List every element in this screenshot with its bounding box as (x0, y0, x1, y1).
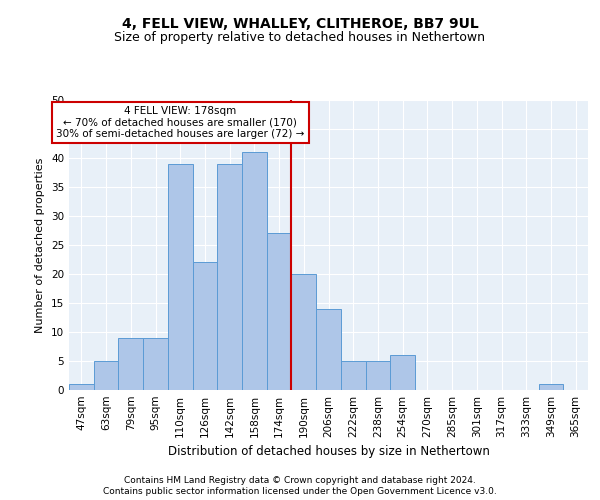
Bar (69, 384, 94, 390)
Text: Contains HM Land Registry data © Crown copyright and database right 2024.: Contains HM Land Registry data © Crown c… (124, 476, 476, 485)
Text: 4, FELL VIEW, WHALLEY, CLITHEROE, BB7 9UL: 4, FELL VIEW, WHALLEY, CLITHEROE, BB7 9U… (122, 18, 478, 32)
Bar (316, 309, 341, 390)
Text: Size of property relative to detached houses in Nethertown: Size of property relative to detached ho… (115, 31, 485, 44)
Bar (341, 361, 365, 390)
Text: 4 FELL VIEW: 178sqm
← 70% of detached houses are smaller (170)
30% of semi-detac: 4 FELL VIEW: 178sqm ← 70% of detached ho… (56, 106, 304, 139)
Bar (193, 262, 217, 390)
Text: Contains public sector information licensed under the Open Government Licence v3: Contains public sector information licen… (103, 488, 497, 496)
Y-axis label: Number of detached properties: Number of detached properties (35, 158, 46, 332)
Bar (94, 361, 118, 390)
Bar (242, 152, 267, 390)
Bar (539, 384, 563, 390)
Bar (292, 274, 316, 390)
Bar (168, 164, 193, 390)
Bar (217, 164, 242, 390)
Bar (365, 361, 390, 390)
X-axis label: Distribution of detached houses by size in Nethertown: Distribution of detached houses by size … (167, 446, 490, 458)
Bar (390, 355, 415, 390)
Bar (267, 234, 292, 390)
Bar (143, 338, 168, 390)
Bar (118, 338, 143, 390)
